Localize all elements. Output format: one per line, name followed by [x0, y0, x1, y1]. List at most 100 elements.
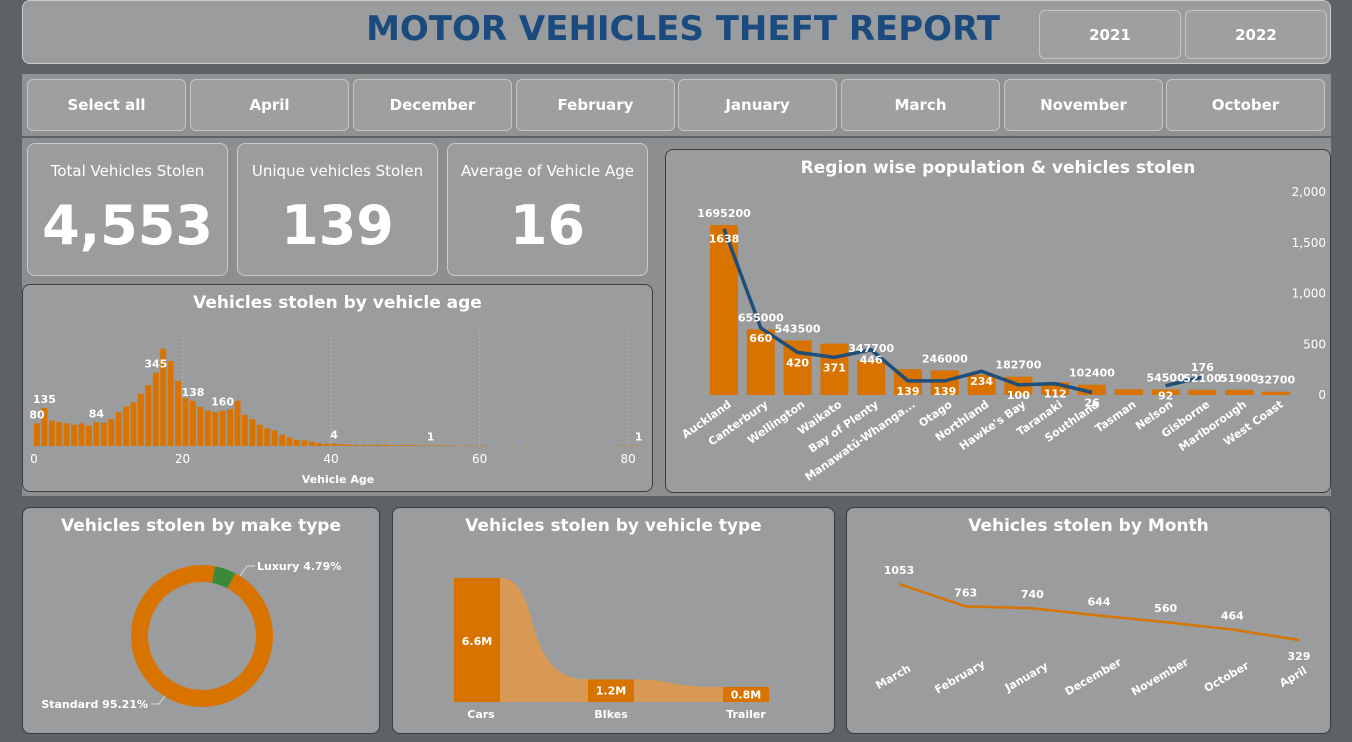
year-button-2021[interactable]: 2021	[1039, 10, 1181, 59]
age-bar	[241, 414, 248, 446]
age-bar	[620, 445, 627, 446]
bar-data-label: 347700	[848, 342, 894, 355]
age-bar	[442, 445, 449, 446]
leader-line	[239, 565, 255, 577]
bar-data-label: 52100	[1183, 372, 1222, 385]
bar-data-label: 182700	[995, 359, 1041, 372]
data-label: 138	[181, 386, 204, 399]
age-bar	[479, 445, 486, 446]
age-chart-title: Vehicles stolen by vehicle age	[193, 293, 482, 313]
age-bar	[412, 445, 419, 446]
y-tick-label: 500	[1303, 337, 1326, 351]
age-bar	[331, 443, 338, 446]
filter-january[interactable]: January	[678, 79, 837, 131]
age-bar	[56, 421, 63, 446]
month-label: March	[873, 662, 913, 692]
age-bar	[204, 410, 211, 446]
region-bar	[967, 374, 996, 395]
type-bar	[723, 686, 769, 702]
month-chart-svg: 1053 March 763 February 740 January 644 Decembe…	[873, 564, 1311, 699]
type-chart-panel: Vehicles stolen by vehicle type 6.6M Cars…	[392, 507, 835, 734]
age-bar	[383, 444, 390, 446]
region-bar	[1188, 389, 1217, 395]
category-label: Trailer	[726, 708, 766, 721]
month-label: November	[1129, 655, 1191, 698]
data-label: 1	[635, 431, 643, 444]
age-bar	[41, 407, 48, 446]
age-bar	[308, 441, 315, 446]
header-panel: MOTOR VEHICLES THEFT REPORT 2021 2022	[22, 0, 1331, 64]
point-label: 763	[954, 586, 977, 599]
age-bar	[449, 445, 456, 446]
line-data-label: 100	[1007, 389, 1030, 402]
data-label: 160	[211, 396, 234, 409]
data-label: 84	[89, 407, 105, 420]
data-label: 4	[330, 429, 338, 442]
age-bar	[397, 445, 404, 446]
age-bar	[360, 444, 367, 446]
stolen-line	[722, 228, 1093, 395]
age-bar	[145, 385, 152, 446]
filter-select-all[interactable]: Select all	[27, 79, 186, 131]
bar-data-label: 1695200	[697, 207, 751, 220]
region-bar	[820, 343, 849, 395]
age-bar	[152, 372, 159, 446]
age-bar	[345, 444, 352, 446]
bar-data-label: 655000	[738, 311, 784, 324]
age-bar	[85, 425, 92, 446]
month-chart-panel: Vehicles stolen by Month 1053 March 763 Feb…	[846, 507, 1331, 734]
age-bar	[227, 409, 234, 446]
age-bar	[234, 400, 241, 446]
age-bar	[108, 419, 115, 446]
filter-december[interactable]: December	[353, 79, 512, 131]
age-bar	[63, 423, 70, 446]
y-tick-label: 1,500	[1292, 236, 1326, 250]
make-chart-panel: Vehicles stolen by make type Luxury 4.79…	[22, 507, 380, 734]
age-bar	[405, 444, 412, 446]
make-chart-title: Vehicles stolen by make type	[60, 516, 342, 536]
age-bar	[93, 422, 100, 446]
bar-value-label: 1.2M	[596, 685, 626, 698]
report-title: MOTOR VEHICLES THEFT REPORT	[366, 9, 1000, 49]
x-axis-label: Vehicle Age	[302, 473, 374, 486]
point-label: 329	[1288, 650, 1311, 663]
age-bar	[130, 402, 137, 446]
filter-april[interactable]: April	[190, 79, 349, 131]
age-bar	[71, 424, 78, 446]
age-bar	[435, 445, 441, 446]
age-bar	[279, 434, 286, 446]
luxury-label: Luxury 4.79%	[257, 560, 341, 573]
year-button-2022[interactable]: 2022	[1185, 10, 1327, 59]
month-label: April	[1277, 664, 1309, 690]
filter-november[interactable]: November	[1004, 79, 1163, 131]
age-bar	[48, 420, 55, 446]
age-bar	[375, 444, 382, 446]
x-tick-label: 0	[30, 452, 38, 466]
age-bar	[427, 445, 434, 446]
standard-slice	[131, 565, 273, 707]
month-label: February	[933, 657, 988, 696]
age-bar	[100, 422, 107, 446]
kpi-card-total-vehicles: Total Vehicles Stolen 4,553	[27, 143, 228, 276]
filter-february[interactable]: February	[516, 79, 675, 131]
age-bar	[167, 361, 174, 446]
kpi-value: 139	[281, 194, 394, 257]
luxury-slice	[212, 566, 236, 589]
age-bar	[293, 439, 300, 446]
age-bar	[301, 440, 308, 446]
kpi-card-unique-vehicles: Unique vehicles Stolen 139	[237, 143, 438, 276]
filter-march[interactable]: March	[841, 79, 1000, 131]
bar-data-label: 246000	[922, 352, 968, 365]
filter-october[interactable]: October	[1166, 79, 1325, 131]
month-filter-strip: Select all April December February Janua…	[22, 74, 1331, 136]
age-bar	[338, 444, 345, 446]
standard-label: Standard 95.21%	[41, 698, 148, 711]
age-bar	[256, 424, 263, 446]
type-bar	[588, 679, 634, 702]
age-bar	[115, 412, 122, 446]
line-data-label: 112	[1044, 388, 1067, 401]
type-bar	[454, 578, 500, 702]
line-data-label: 92	[1158, 390, 1173, 403]
kpi-value: 4,553	[42, 194, 213, 257]
